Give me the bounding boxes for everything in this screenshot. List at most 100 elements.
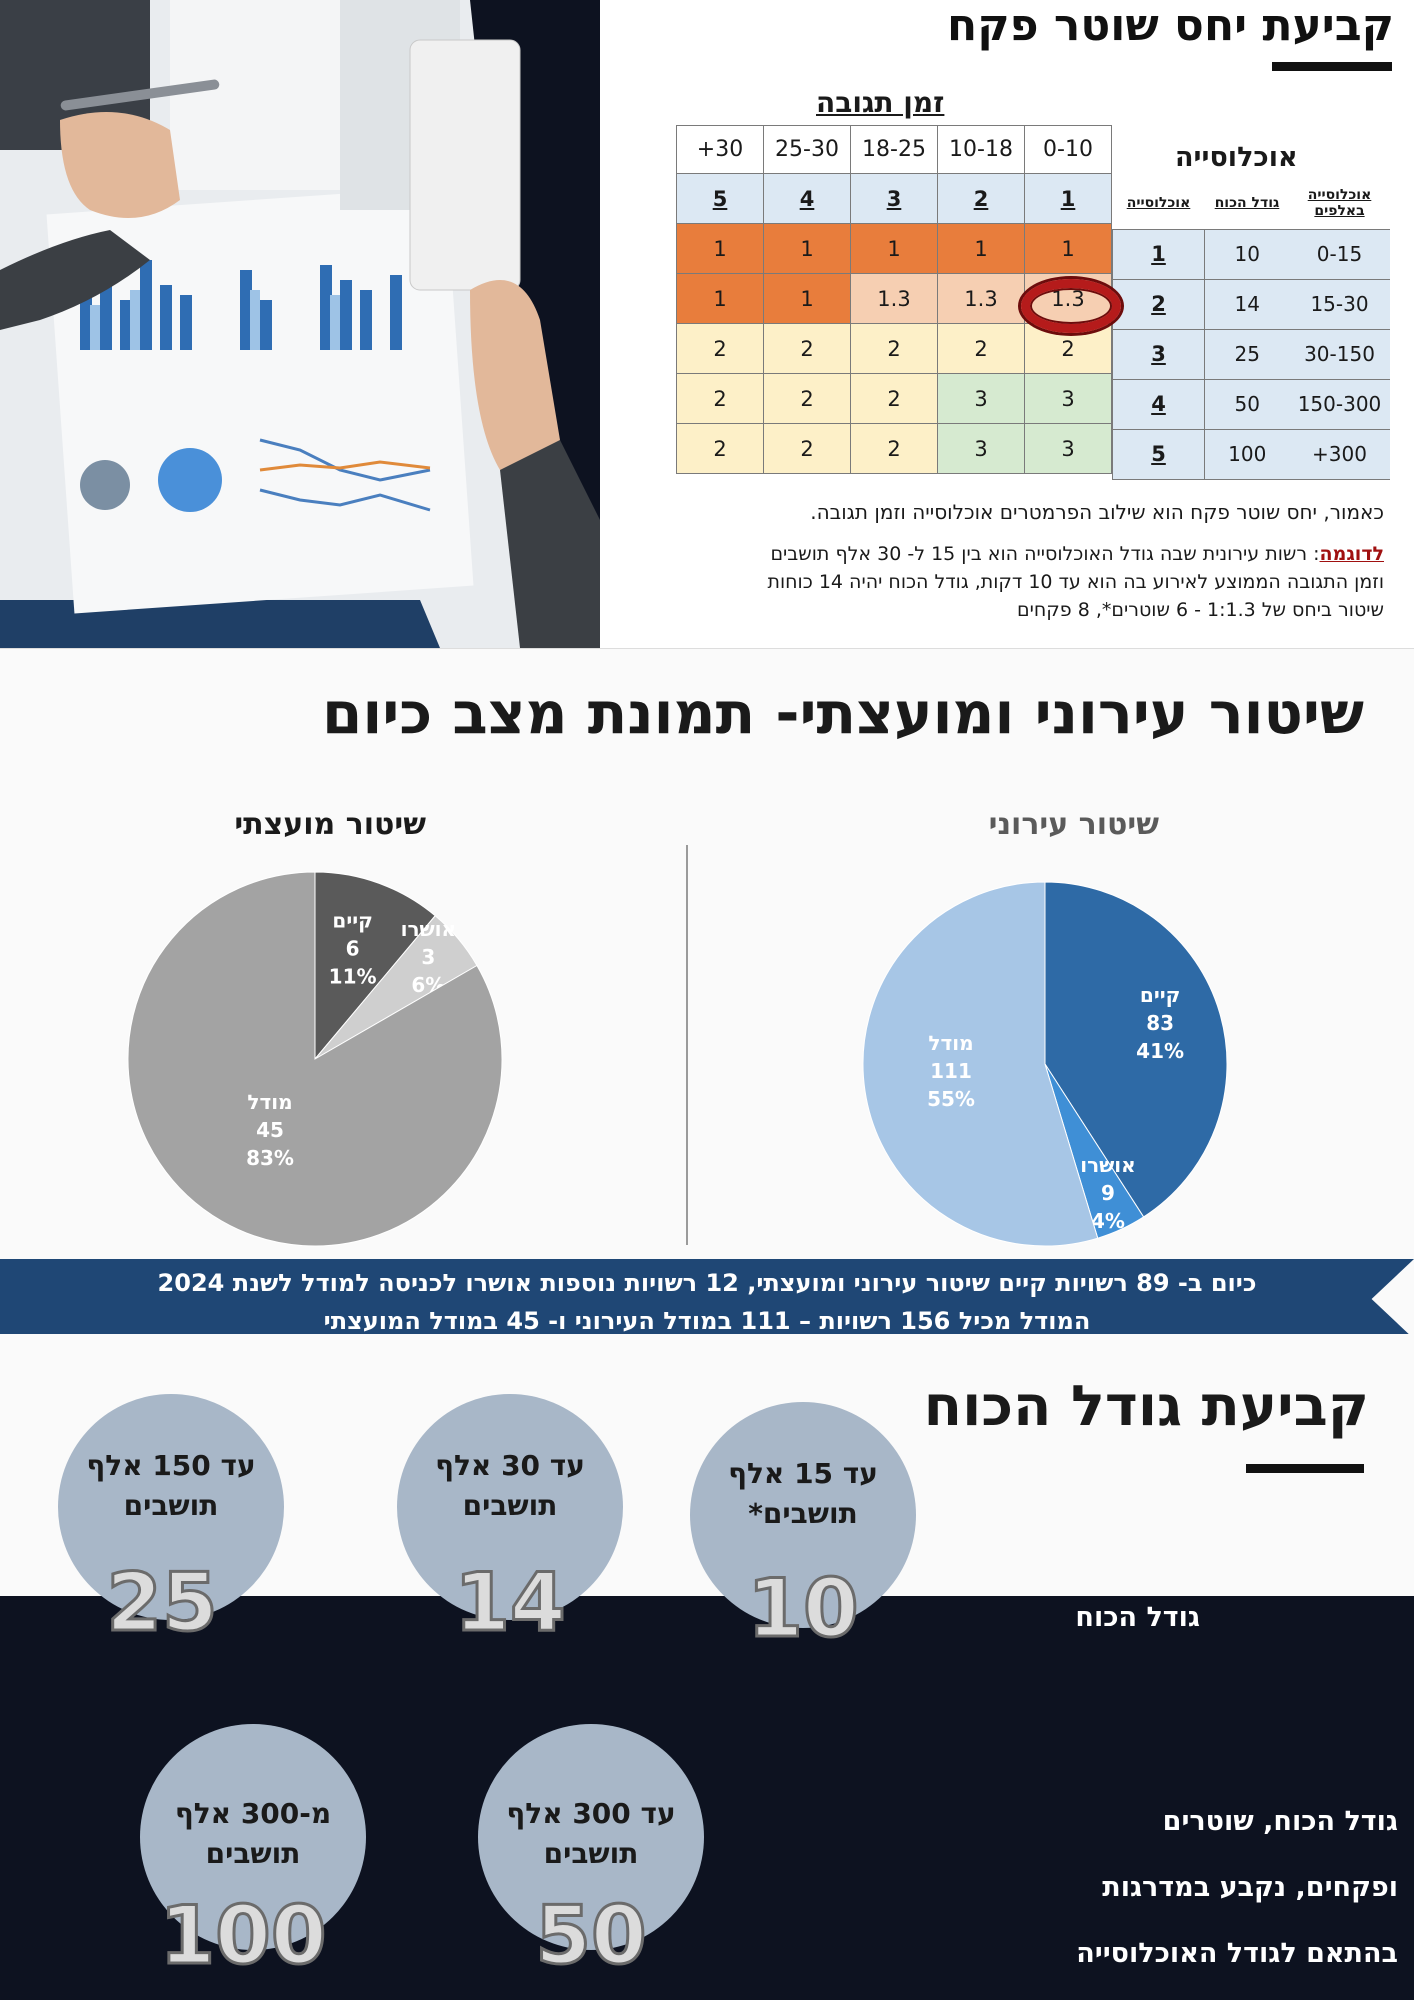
population-range: 0-15 [1289, 228, 1390, 280]
slide-officer-inspector-ratio: קביעת יחס שוטר פקח זמן תגובה אוכלוסייה +… [0, 0, 1414, 648]
side-row: 2 14 15-30 [1112, 278, 1390, 330]
population-range: 150-300 [1289, 378, 1390, 430]
office-charts-photo [0, 0, 600, 648]
pie-label-percent: 55% [927, 1087, 975, 1111]
table-row: 2 2 2 2 2 [676, 323, 1112, 374]
response-time-label: זמן תגובה [816, 86, 945, 119]
force-size-header: גודל הכוח [1204, 177, 1290, 230]
side-row: 5 100 +300 [1112, 428, 1390, 480]
force-size: 14 [1204, 278, 1290, 330]
description-line-2: ופקחים, נקבע במדרגות [1102, 1872, 1398, 1903]
column-level-row: 5 4 3 2 1 [676, 173, 1112, 224]
ratio-cell: 3 [1024, 423, 1112, 474]
bubble-30k [397, 1394, 623, 1620]
pie-slice [862, 881, 1099, 1247]
table-row: 1 1 1 1 1 [676, 223, 1112, 274]
pie-label-percent: 83% [246, 1146, 294, 1170]
ratio-table: +30 25-30 18-25 10-18 0-10 5 4 3 2 1 1 1… [676, 125, 1112, 474]
pie-label-label: אושרו [1080, 1153, 1136, 1177]
force-number-150k: 25 [105, 1555, 219, 1651]
banner-line-2: המודל מכיל 156 רשויות – 111 במודל העירונ… [323, 1307, 1091, 1334]
pie-label-label: אושרו [401, 917, 457, 941]
ratio-cell: 2 [676, 323, 764, 374]
pie-label-value: 45 [256, 1118, 284, 1142]
slide-force-size: קביעת גודל הכוח גודל הכוח עד 15 אלף תושב… [0, 1334, 1414, 2000]
table-row: 2 2 2 3 3 [676, 423, 1112, 474]
ratio-cell: 2 [850, 323, 938, 374]
bubble-over-300k-text: מ-300 אלף תושבים [174, 1797, 332, 1870]
population-label: אוכלוסייה [1175, 142, 1298, 173]
slide-title: קביעת גודל הכוח [923, 1374, 1369, 1439]
ratio-cell: 2 [850, 423, 938, 474]
column-header: 18-25 [850, 125, 938, 174]
force-size: 50 [1204, 378, 1290, 430]
pie-label-label: קיים [332, 909, 372, 933]
force-size-label: גודל הכוח [1075, 1602, 1200, 1633]
force-size: 100 [1204, 428, 1290, 480]
side-row: 1 10 0-15 [1112, 228, 1390, 280]
bubble-150k-text: עד 150 אלף תושבים [86, 1449, 256, 1522]
ratio-cell: 2 [763, 323, 851, 374]
ratio-cell: 1 [850, 223, 938, 274]
bubble-300k [478, 1724, 704, 1950]
ratio-cell: 2 [676, 423, 764, 474]
table-row: 2 2 2 3 3 [676, 373, 1112, 424]
side-header-row: אוכלוסייה גודל הכוח אוכלוסייה באלפים [1112, 177, 1390, 230]
description-line-3: בהתאם לגודל האוכלוסייה [1076, 1938, 1398, 1969]
ratio-cell: 1 [676, 223, 764, 274]
population-range: 30-150 [1289, 328, 1390, 380]
pie-label-percent: 11% [329, 965, 377, 989]
force-number-15k: 10 [746, 1561, 860, 1657]
column-level: 3 [850, 173, 938, 224]
population-level: 4 [1112, 378, 1205, 430]
slide-title: שיטור עירוני ומועצתי- תמונת מצב כיום [321, 679, 1364, 747]
bubble-15k-text: עד 15 אלף תושבים* [728, 1457, 878, 1530]
ratio-cell: 1 [937, 223, 1025, 274]
ratio-cell: 2 [937, 323, 1025, 374]
ratio-cell: 2 [676, 373, 764, 424]
population-level: 3 [1112, 328, 1205, 380]
population-level: 1 [1112, 228, 1205, 280]
pie-label-percent: 41% [1136, 1039, 1184, 1063]
column-level: 4 [763, 173, 851, 224]
ratio-cell: 1 [763, 273, 851, 324]
ratio-cell: 1 [763, 223, 851, 274]
pie-label-value: 9 [1101, 1181, 1115, 1205]
banner-line-1: כיום ב- 89 רשויות קיים שיטור עירוני ומוע… [157, 1269, 1257, 1297]
force-number-300k: 50 [534, 1888, 648, 1984]
pie-slice [314, 871, 436, 1061]
bubble-over-300k [140, 1724, 366, 1950]
population-thousands-header: אוכלוסייה באלפים [1289, 177, 1390, 230]
pie-label-percent: 4% [1091, 1209, 1125, 1233]
bubble-15k [690, 1402, 916, 1628]
city-policing-pie-chart: קיים 83 41% אושרו 9 4% מודל 111 55% [862, 881, 1228, 1247]
response-time-header-row: +30 25-30 18-25 10-18 0-10 [676, 125, 1112, 174]
example-line-3: שיטור ביחס של 1:1.3 - 6 שוטרים*, 8 פקחים [1017, 599, 1384, 621]
ratio-cell: 1.3 [937, 273, 1025, 324]
column-header: 25-30 [763, 125, 851, 174]
population-side-table: אוכלוסייה גודל הכוח אוכלוסייה באלפים 1 1… [1112, 177, 1390, 480]
ratio-cell: 2 [763, 373, 851, 424]
example-note: לדוגמה: רשות עירונית שבה גודל האוכלוסייה… [664, 540, 1384, 624]
council-chart-title: שיטור מועצתי [234, 807, 426, 842]
population-header: אוכלוסייה [1112, 177, 1205, 230]
column-level: 1 [1024, 173, 1112, 224]
slide-policing-status: שיטור עירוני ומועצתי- תמונת מצב כיום שיט… [0, 648, 1414, 1334]
pie-label-label: מודל [247, 1090, 292, 1114]
force-size: 25 [1204, 328, 1290, 380]
pie-label-value: 3 [421, 945, 435, 969]
ratio-cell: 3 [937, 423, 1025, 474]
population-level: 5 [1112, 428, 1205, 480]
ratio-cell: 1 [676, 273, 764, 324]
pie-label-value: 111 [930, 1059, 972, 1083]
side-row: 3 25 30-150 [1112, 328, 1390, 380]
bubble-300k-text: עד 300 אלף תושבים [506, 1797, 676, 1870]
population-level: 2 [1112, 278, 1205, 330]
pie-label-label: קיים [1140, 983, 1180, 1007]
column-level: 2 [937, 173, 1025, 224]
pie-slice [127, 871, 503, 1247]
pie-label-label: מודל [928, 1031, 973, 1055]
column-level: 5 [676, 173, 764, 224]
bubble-150k [58, 1394, 284, 1620]
